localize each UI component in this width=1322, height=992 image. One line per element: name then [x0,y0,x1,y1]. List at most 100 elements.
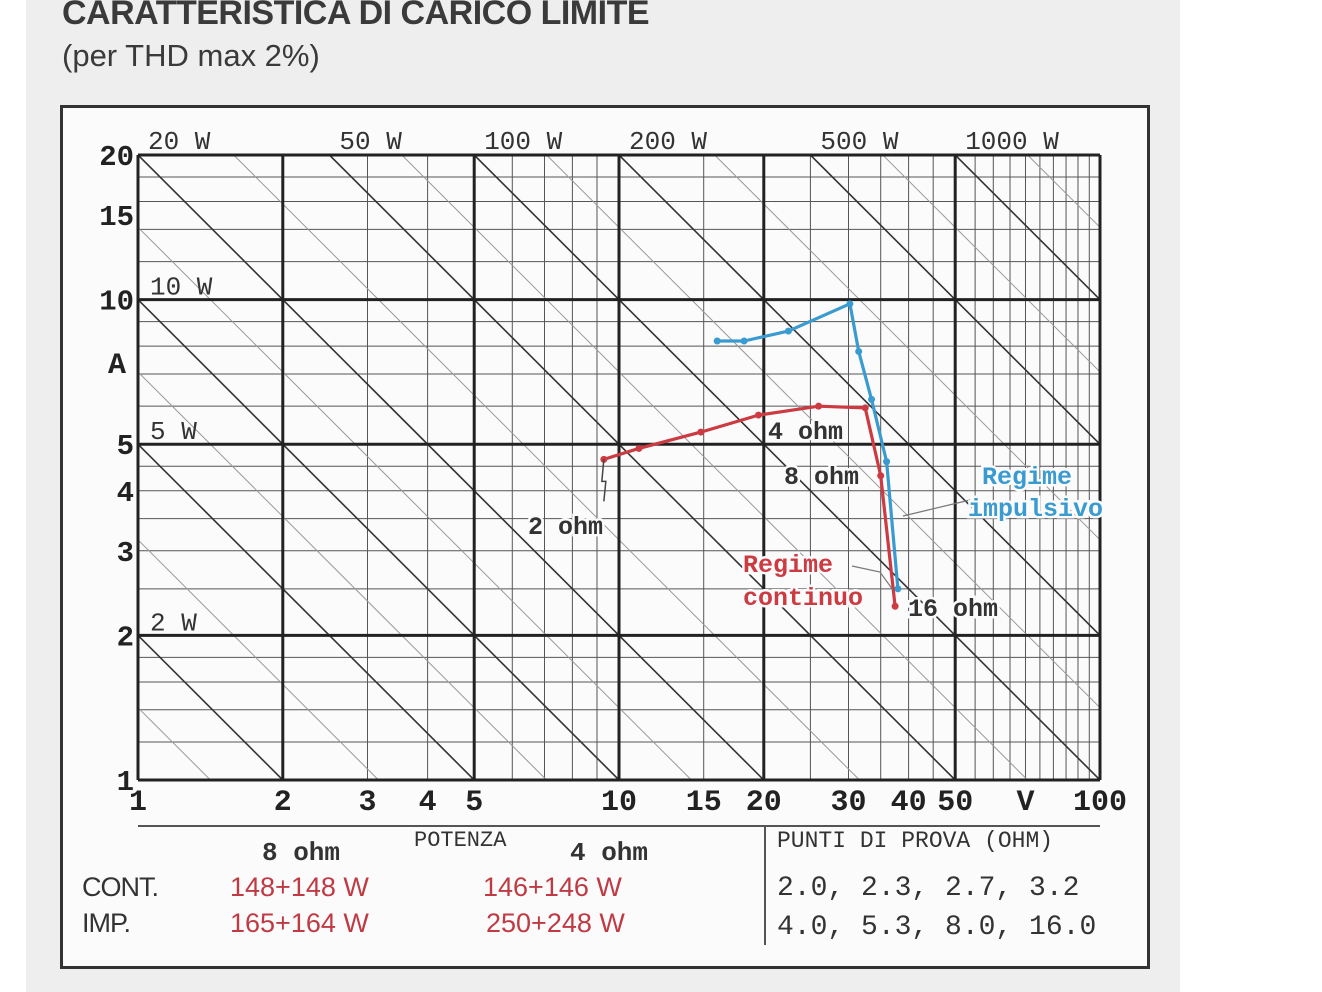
x-tick-label: 4 [419,786,437,820]
power-header: POTENZA [414,828,507,853]
x-tick-label: 5 [465,786,483,820]
x-tick-label: 10 [601,786,637,820]
power-line-labels: 20 W 50 W 100 W 200 W 500 W 1000 W 10 W 5 W 2 W [148,127,1059,638]
series-point [635,444,643,452]
power-line-major [1099,155,1100,157]
value-cont-4ohm: 146+146 W [483,872,622,902]
x-tick-label: 3 [358,786,376,820]
label-continuous-line1: Regime [743,551,833,580]
leader-continuous [851,565,894,591]
y-tick-label: 5 [117,430,134,463]
power-label-left: 5 W [150,417,197,447]
series-point [877,472,885,480]
chart-title: CARATTERISTICA DI CARICO LIMITE [62,0,650,32]
y-tick-labels: 1 2 3 4 5 10 15 20 [99,141,134,799]
power-line-major [138,778,139,780]
series-point [883,458,891,466]
annotation-8ohm: 8 ohm [784,463,859,492]
power-line-major [618,155,1100,637]
label-impulsive-line2: impulsivo [968,495,1103,524]
series-point [713,337,721,345]
row-label-imp: IMP. [82,908,131,938]
power-label-top: 20 W [148,127,211,157]
series-point [891,602,899,610]
x-tick-label: 40 [891,786,927,820]
series-line-continuous [603,404,897,607]
leader-2ohm [601,459,607,502]
column-4ohm: 4 ohm [570,838,649,868]
power-line-major [138,155,765,780]
power-line-major [954,155,1100,301]
y-tick-label: 10 [99,286,134,319]
power-line-major [138,298,620,780]
test-points-line-1: 2.0, 2.3, 2.7, 3.2 [777,873,1080,904]
x-tick-label: 30 [830,786,866,820]
annotation-16ohm: 16 ohm [908,595,998,624]
value-imp-4ohm: 250+248 W [486,908,625,938]
power-line-minor [138,371,547,780]
value-imp-8ohm: 165+164 W [230,908,369,938]
series-point [697,428,705,436]
annotation-2ohm: 2 ohm [528,513,603,542]
power-label-top: 50 W [339,127,402,157]
x-tick-label: 50 [937,786,973,820]
series-point [861,404,869,412]
power-label-left: 10 W [150,273,213,303]
annotations-group: 2 ohm 4 ohm 8 ohm 16 ohm Regime impulsivo Regi… [526,416,1106,627]
value-cont-8ohm: 148+148 W [230,872,369,902]
y-tick-label: 3 [117,537,134,570]
power-label-top: 1000 W [965,127,1059,157]
x-tick-label: 15 [686,786,722,820]
chart-subtitle: (per THD max 2%) [62,38,320,73]
x-tick-label: 2 [274,786,292,820]
series-point [740,337,748,345]
power-label-top: 500 W [820,127,898,157]
power-line-major [138,634,284,780]
leader-impulsive [902,499,971,517]
series-point [755,411,763,419]
column-8ohm: 8 ohm [262,838,341,868]
series-point [784,327,792,335]
power-line-major [328,155,956,780]
test-points-line-2: 4.0, 5.3, 8.0, 16.0 [777,912,1097,943]
power-line-minor [882,155,1100,373]
x-axis-label: V [1016,786,1034,820]
power-label-top: 100 W [484,127,562,157]
y-tick-label: 2 [117,621,134,654]
label-continuous-line2: continuo [743,584,863,613]
x-tick-label: 1 [129,786,147,820]
power-line-major [138,443,475,780]
label-impulsive-line1: Regime [982,463,1072,492]
power-label-top: 200 W [629,127,707,157]
series-line-impulsive [717,302,900,589]
series-point [868,395,876,403]
y-tick-label: 15 [99,201,134,234]
row-label-cont: CONT. [82,872,159,902]
power-label-left: 2 W [150,608,197,638]
power-lines [138,155,1100,780]
power-line-minor [138,226,692,780]
test-points-header: PUNTI DI PROVA (OHM) [777,828,1054,854]
series-point [894,585,902,593]
power-line-minor [138,539,379,780]
y-tick-label: 1 [117,766,134,799]
series-point [815,402,823,410]
y-axis-label: A [108,349,126,383]
power-line-minor [546,155,1100,709]
power-line-minor [401,155,1028,780]
series-group [600,300,902,610]
x-tick-label: 100 [1073,786,1127,820]
major-grid [136,153,1102,782]
power-line-major [809,155,1100,446]
power-line-minor [138,706,211,780]
y-tick-label: 4 [117,477,134,510]
y-tick-label: 20 [99,141,134,174]
x-tick-label: 20 [746,786,782,820]
power-line-minor [233,155,860,780]
power-line-minor [714,155,1100,541]
power-line-major [473,155,1100,780]
annotation-4ohm: 4 ohm [768,418,843,447]
series-point [855,347,863,355]
series-point [846,300,854,308]
